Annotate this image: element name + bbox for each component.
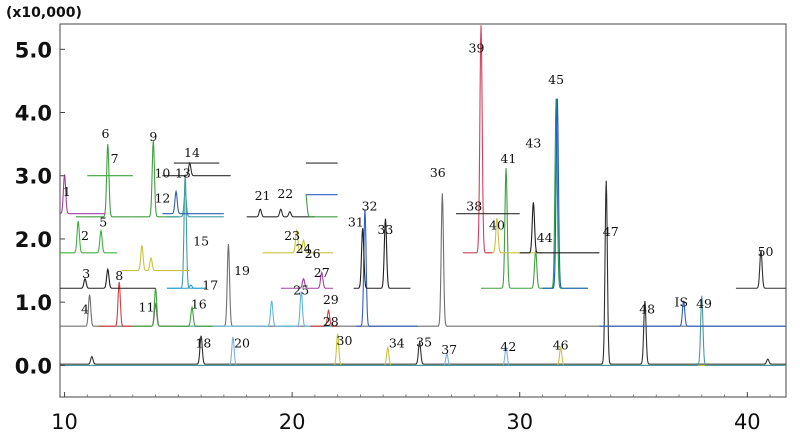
peak-label-37: 37 bbox=[441, 342, 457, 357]
traces-group bbox=[59, 25, 786, 366]
trace-23 bbox=[485, 217, 543, 254]
trace-32 bbox=[162, 189, 224, 215]
peak-label-28: 28 bbox=[323, 314, 339, 329]
peak-label-27: 27 bbox=[314, 265, 330, 280]
trace-10 bbox=[310, 308, 338, 327]
peak-label-48: 48 bbox=[639, 302, 655, 317]
peak-label-3: 3 bbox=[82, 266, 90, 281]
peak-label-32: 32 bbox=[362, 199, 378, 214]
peak-label-20: 20 bbox=[234, 336, 250, 351]
peak-label-14: 14 bbox=[184, 145, 200, 160]
trace-28 bbox=[166, 191, 224, 218]
peak-label-44: 44 bbox=[537, 230, 553, 245]
peak-label-33: 33 bbox=[377, 222, 393, 237]
trace-9 bbox=[132, 288, 213, 327]
trace-6 bbox=[355, 209, 418, 327]
trace-15 bbox=[353, 218, 411, 289]
trace-17 bbox=[542, 98, 588, 289]
peak-label-2: 2 bbox=[81, 228, 89, 243]
y-tick-label-3: 3.0 bbox=[15, 165, 52, 189]
y-tick-label-2: 2.0 bbox=[15, 228, 52, 252]
peak-label-42: 42 bbox=[500, 339, 516, 354]
y-tick-label-1: 1.0 bbox=[15, 291, 52, 315]
peak-label-7: 7 bbox=[111, 151, 119, 166]
trace-22 bbox=[262, 228, 334, 254]
trace-20 bbox=[121, 245, 190, 272]
trace-14 bbox=[280, 270, 334, 289]
peak-label-38: 38 bbox=[466, 199, 482, 214]
peak-label-36: 36 bbox=[430, 165, 446, 180]
peak-label-8: 8 bbox=[115, 268, 123, 283]
trace-25 bbox=[462, 25, 493, 254]
plot-frame bbox=[59, 23, 787, 398]
peak-label-19: 19 bbox=[234, 263, 250, 278]
peak-label-9: 9 bbox=[149, 129, 157, 144]
peak-label-15: 15 bbox=[193, 233, 209, 248]
trace-18 bbox=[542, 98, 588, 289]
trace-0 bbox=[60, 180, 786, 365]
trace-11 bbox=[60, 267, 156, 289]
peak-label-IS: IS bbox=[675, 295, 689, 310]
peak-label-45: 45 bbox=[548, 72, 564, 87]
peak-label-18: 18 bbox=[195, 336, 211, 351]
y-tick-label-4: 4.0 bbox=[15, 102, 52, 126]
peak-label-1: 1 bbox=[63, 184, 71, 199]
y-tick-label-0: 0.0 bbox=[15, 354, 52, 378]
trace-24 bbox=[519, 202, 600, 254]
peak-label-13: 13 bbox=[175, 166, 191, 181]
peak-label-29: 29 bbox=[323, 292, 339, 307]
peak-label-26: 26 bbox=[305, 246, 321, 261]
x-tick-label-20: 20 bbox=[279, 410, 306, 434]
peak-label-17: 17 bbox=[202, 278, 218, 293]
peak-label-43: 43 bbox=[525, 135, 541, 150]
peak-label-39: 39 bbox=[469, 40, 485, 55]
trace-13 bbox=[166, 284, 206, 289]
trace-7 bbox=[599, 300, 786, 327]
peak-label-6: 6 bbox=[102, 126, 110, 141]
peak-label-12: 12 bbox=[154, 190, 170, 205]
y-multiplier-label: (x10,000) bbox=[6, 5, 82, 21]
peak-label-41: 41 bbox=[500, 151, 516, 166]
peak-label-49: 49 bbox=[696, 296, 712, 311]
x-tick-label-10: 10 bbox=[51, 410, 78, 434]
peak-label-21: 21 bbox=[255, 188, 271, 203]
trace-26 bbox=[75, 144, 133, 218]
peak-label-40: 40 bbox=[489, 217, 505, 232]
peak-label-23: 23 bbox=[284, 228, 300, 243]
trace-21 bbox=[60, 221, 117, 254]
peak-label-5: 5 bbox=[99, 214, 107, 229]
trace-8 bbox=[98, 281, 133, 327]
trace-30 bbox=[305, 194, 338, 218]
y-tick-label-5: 5.0 bbox=[15, 38, 52, 62]
peak-label-30: 30 bbox=[337, 333, 353, 348]
y-axis: 0.0 1.0 2.0 3.0 4.0 5.0 bbox=[15, 38, 65, 378]
peak-label-24: 24 bbox=[296, 241, 312, 256]
peak-label-10: 10 bbox=[154, 166, 170, 181]
peak-label-31: 31 bbox=[348, 214, 364, 229]
trace-3 bbox=[60, 295, 786, 366]
peak-label-22: 22 bbox=[277, 186, 293, 201]
trace-19 bbox=[735, 250, 786, 289]
trace-29 bbox=[246, 208, 315, 218]
peak-label-4: 4 bbox=[81, 302, 89, 317]
x-tick-label-40: 40 bbox=[734, 410, 761, 434]
trace-16 bbox=[481, 168, 554, 289]
peak-label-11: 11 bbox=[139, 300, 155, 315]
trace-35 bbox=[162, 161, 231, 177]
peak-label-47: 47 bbox=[603, 224, 619, 239]
x-axis: 10 20 30 40 bbox=[51, 392, 771, 434]
x-tick-label-30: 30 bbox=[506, 410, 533, 434]
peak-label-34: 34 bbox=[389, 336, 405, 351]
trace-12 bbox=[166, 174, 206, 289]
peak-label-16: 16 bbox=[191, 296, 207, 311]
peak-label-46: 46 bbox=[553, 338, 569, 353]
peak-label-25: 25 bbox=[293, 283, 309, 298]
peak-label-50: 50 bbox=[758, 244, 774, 259]
trace-31 bbox=[59, 174, 106, 215]
peak-label-35: 35 bbox=[416, 334, 432, 349]
